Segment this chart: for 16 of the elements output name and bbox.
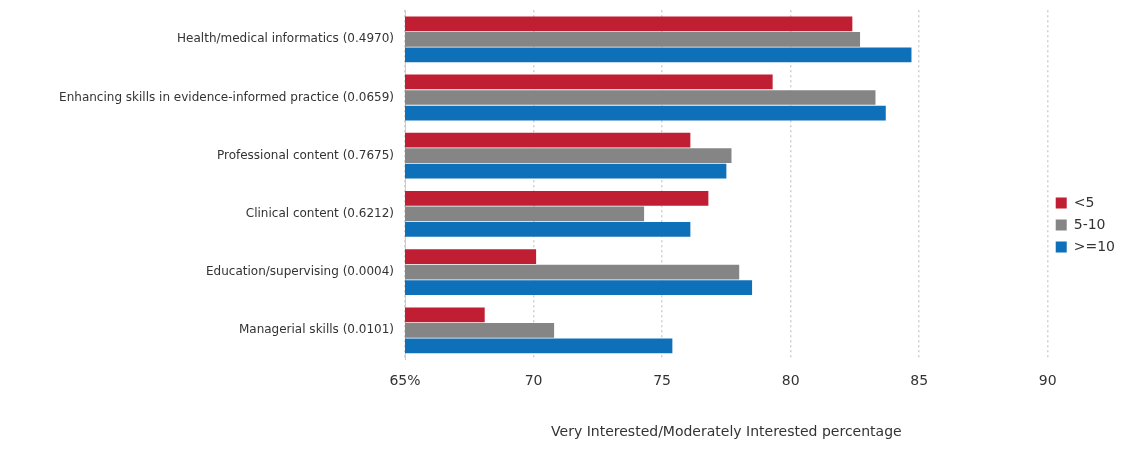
x-axis-title: Very Interested/Moderately Interested percentage: [551, 423, 902, 440]
legend-label: 5-10: [1073, 215, 1106, 232]
y-tick-label: Education/supervising (0.0004): [206, 264, 394, 279]
x-tick-label: 85: [910, 372, 929, 389]
x-tick-label: 70: [524, 372, 543, 389]
y-tick-label: Professional content (0.7675): [216, 147, 394, 162]
x-tick-label: 75: [653, 372, 671, 389]
legend-label: <5: [1073, 193, 1095, 210]
legend-label: >=10: [1073, 237, 1116, 254]
y-tick-label: Enhancing skills in evidence-informed practice (0.0659): [59, 89, 394, 104]
x-tick-label: 80: [781, 372, 800, 389]
y-tick-label: Managerial skills (0.0101): [238, 322, 394, 337]
y-tick-label: Clinical content (0.6212): [245, 206, 394, 221]
x-tick-label: 90: [1038, 372, 1057, 389]
y-tick-label: Health/medical informatics (0.4970): [177, 31, 394, 46]
x-tick-label: 65%: [389, 372, 421, 389]
